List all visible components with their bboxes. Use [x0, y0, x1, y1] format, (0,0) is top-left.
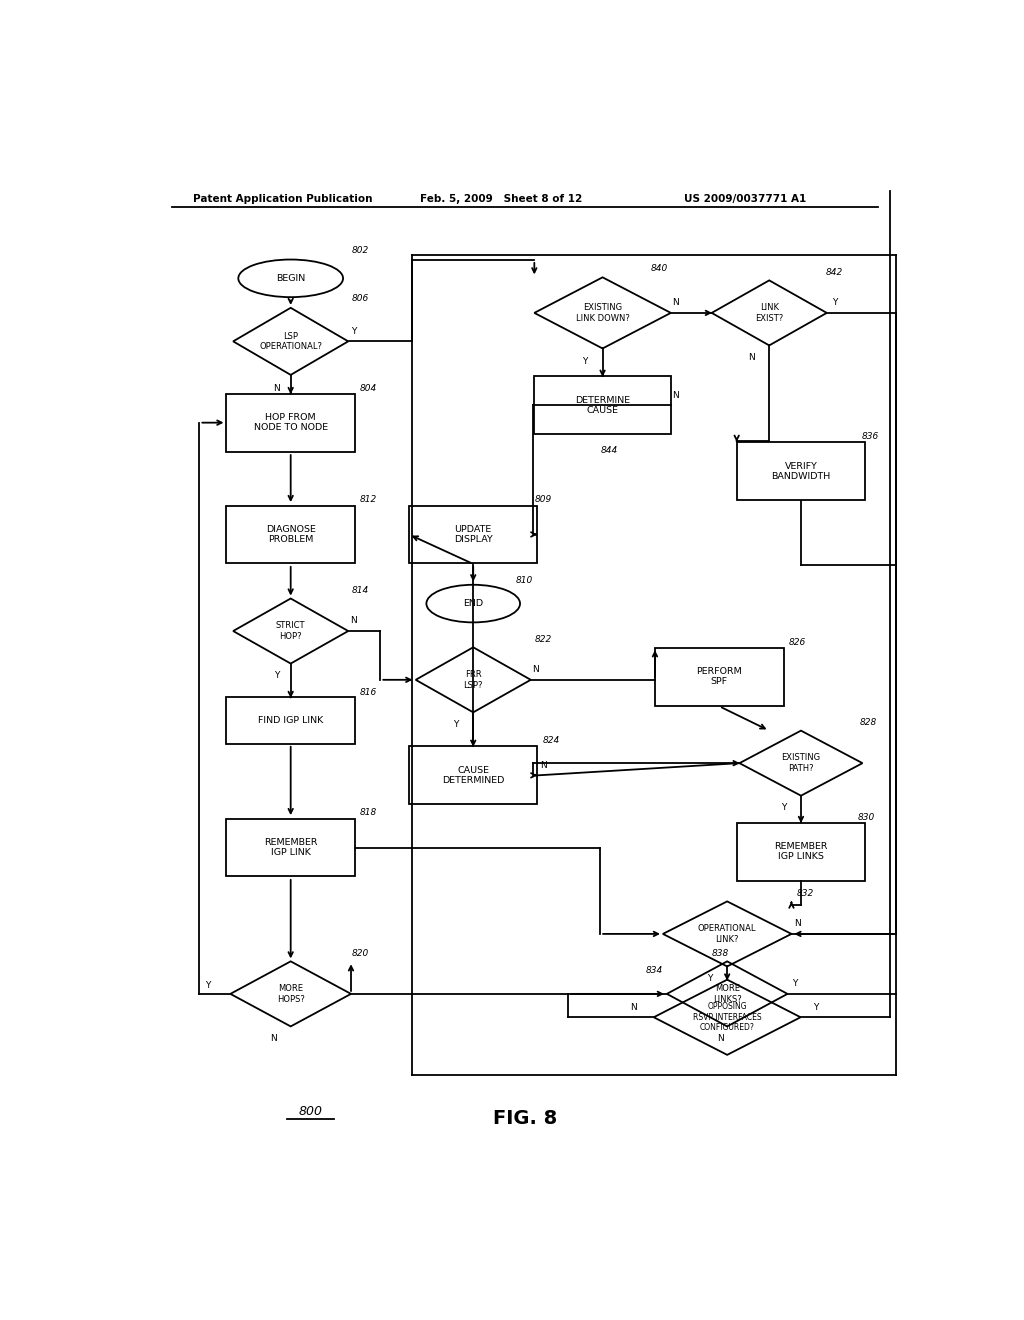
Text: N: N	[794, 919, 801, 928]
Text: FRR
LSP?: FRR LSP?	[464, 671, 483, 689]
Text: 812: 812	[359, 495, 377, 504]
Text: EXISTING
PATH?: EXISTING PATH?	[781, 754, 820, 772]
Bar	[655, 648, 783, 706]
Text: N: N	[273, 384, 280, 392]
Text: 842: 842	[825, 268, 843, 277]
Text: 814: 814	[352, 586, 369, 595]
Text: Feb. 5, 2009   Sheet 8 of 12: Feb. 5, 2009 Sheet 8 of 12	[420, 194, 583, 205]
Text: PERFORM
SPF: PERFORM SPF	[696, 667, 742, 686]
Text: DETERMINE
CAUSE: DETERMINE CAUSE	[575, 396, 630, 414]
Text: FIG. 8: FIG. 8	[493, 1109, 557, 1129]
Text: REMEMBER
IGP LINKS: REMEMBER IGP LINKS	[774, 842, 827, 861]
Text: N: N	[630, 1003, 637, 1011]
Text: 816: 816	[359, 688, 377, 697]
Text: N: N	[350, 616, 356, 626]
Bar	[409, 506, 538, 564]
Bar	[226, 506, 355, 564]
Text: 830: 830	[857, 813, 874, 821]
Bar	[409, 746, 538, 804]
Bar	[736, 442, 865, 500]
Text: 832: 832	[797, 888, 813, 898]
Text: 838: 838	[713, 949, 729, 958]
Text: 844: 844	[600, 446, 617, 454]
Text: Y: Y	[350, 326, 356, 335]
Text: OPERATIONAL
LINK?: OPERATIONAL LINK?	[698, 924, 757, 944]
Text: REMEMBER
IGP LINK: REMEMBER IGP LINK	[264, 838, 317, 857]
Text: Y: Y	[583, 358, 588, 366]
Text: 818: 818	[359, 808, 377, 817]
Text: UPDATE
DISPLAY: UPDATE DISPLAY	[454, 525, 493, 544]
Text: 800: 800	[299, 1105, 323, 1118]
Bar	[226, 393, 355, 451]
Text: HOP FROM
NODE TO NODE: HOP FROM NODE TO NODE	[254, 413, 328, 433]
Text: FIND IGP LINK: FIND IGP LINK	[258, 715, 324, 725]
Text: 804: 804	[359, 384, 377, 392]
Text: 836: 836	[862, 433, 880, 441]
Text: 826: 826	[788, 638, 806, 647]
Text: EXISTING
LINK DOWN?: EXISTING LINK DOWN?	[575, 304, 630, 322]
Bar	[226, 818, 355, 876]
Text: N: N	[672, 391, 679, 400]
Text: 828: 828	[860, 718, 877, 727]
Text: N: N	[540, 760, 547, 770]
Text: DIAGNOSE
PROBLEM: DIAGNOSE PROBLEM	[266, 525, 315, 544]
Text: N: N	[672, 298, 679, 308]
Text: US 2009/0037771 A1: US 2009/0037771 A1	[684, 194, 806, 205]
Text: Y: Y	[205, 981, 210, 990]
Text: LSP
OPERATIONAL?: LSP OPERATIONAL?	[259, 331, 323, 351]
Text: Y: Y	[273, 672, 280, 680]
Text: Y: Y	[813, 1003, 819, 1011]
Text: 810: 810	[516, 576, 534, 585]
Text: N: N	[270, 1034, 276, 1043]
Text: MORE
HOPS?: MORE HOPS?	[276, 985, 304, 1003]
Bar	[226, 697, 355, 744]
Bar	[736, 822, 865, 880]
Text: Y: Y	[831, 298, 837, 308]
Text: VERIFY
BANDWIDTH: VERIFY BANDWIDTH	[771, 462, 830, 482]
Text: 822: 822	[535, 635, 552, 644]
Text: Y: Y	[453, 719, 459, 729]
Text: 824: 824	[543, 737, 559, 746]
Text: LINK
EXIST?: LINK EXIST?	[755, 304, 783, 322]
Text: 834: 834	[645, 966, 663, 975]
Text: CAUSE
DETERMINED: CAUSE DETERMINED	[442, 766, 505, 785]
Text: 820: 820	[352, 949, 369, 958]
Text: N: N	[532, 665, 540, 675]
Text: END: END	[463, 599, 483, 609]
Text: 806: 806	[352, 294, 369, 304]
Text: OPPOSING
RSVP INTERFACES
CONFIGURED?: OPPOSING RSVP INTERFACES CONFIGURED?	[693, 1002, 762, 1032]
Text: 840: 840	[651, 264, 669, 273]
Text: Y: Y	[707, 974, 713, 983]
Text: N: N	[749, 354, 755, 362]
Text: 802: 802	[352, 247, 369, 255]
Text: Patent Application Publication: Patent Application Publication	[194, 194, 373, 205]
Text: BEGIN: BEGIN	[276, 273, 305, 282]
Text: N: N	[718, 1034, 724, 1043]
Text: 809: 809	[535, 495, 552, 504]
Text: MORE
LINKS?: MORE LINKS?	[713, 985, 741, 1003]
Bar	[535, 376, 671, 434]
Text: STRICT
HOP?: STRICT HOP?	[275, 622, 305, 640]
Text: Y: Y	[781, 804, 786, 812]
Text: Y: Y	[792, 979, 798, 989]
